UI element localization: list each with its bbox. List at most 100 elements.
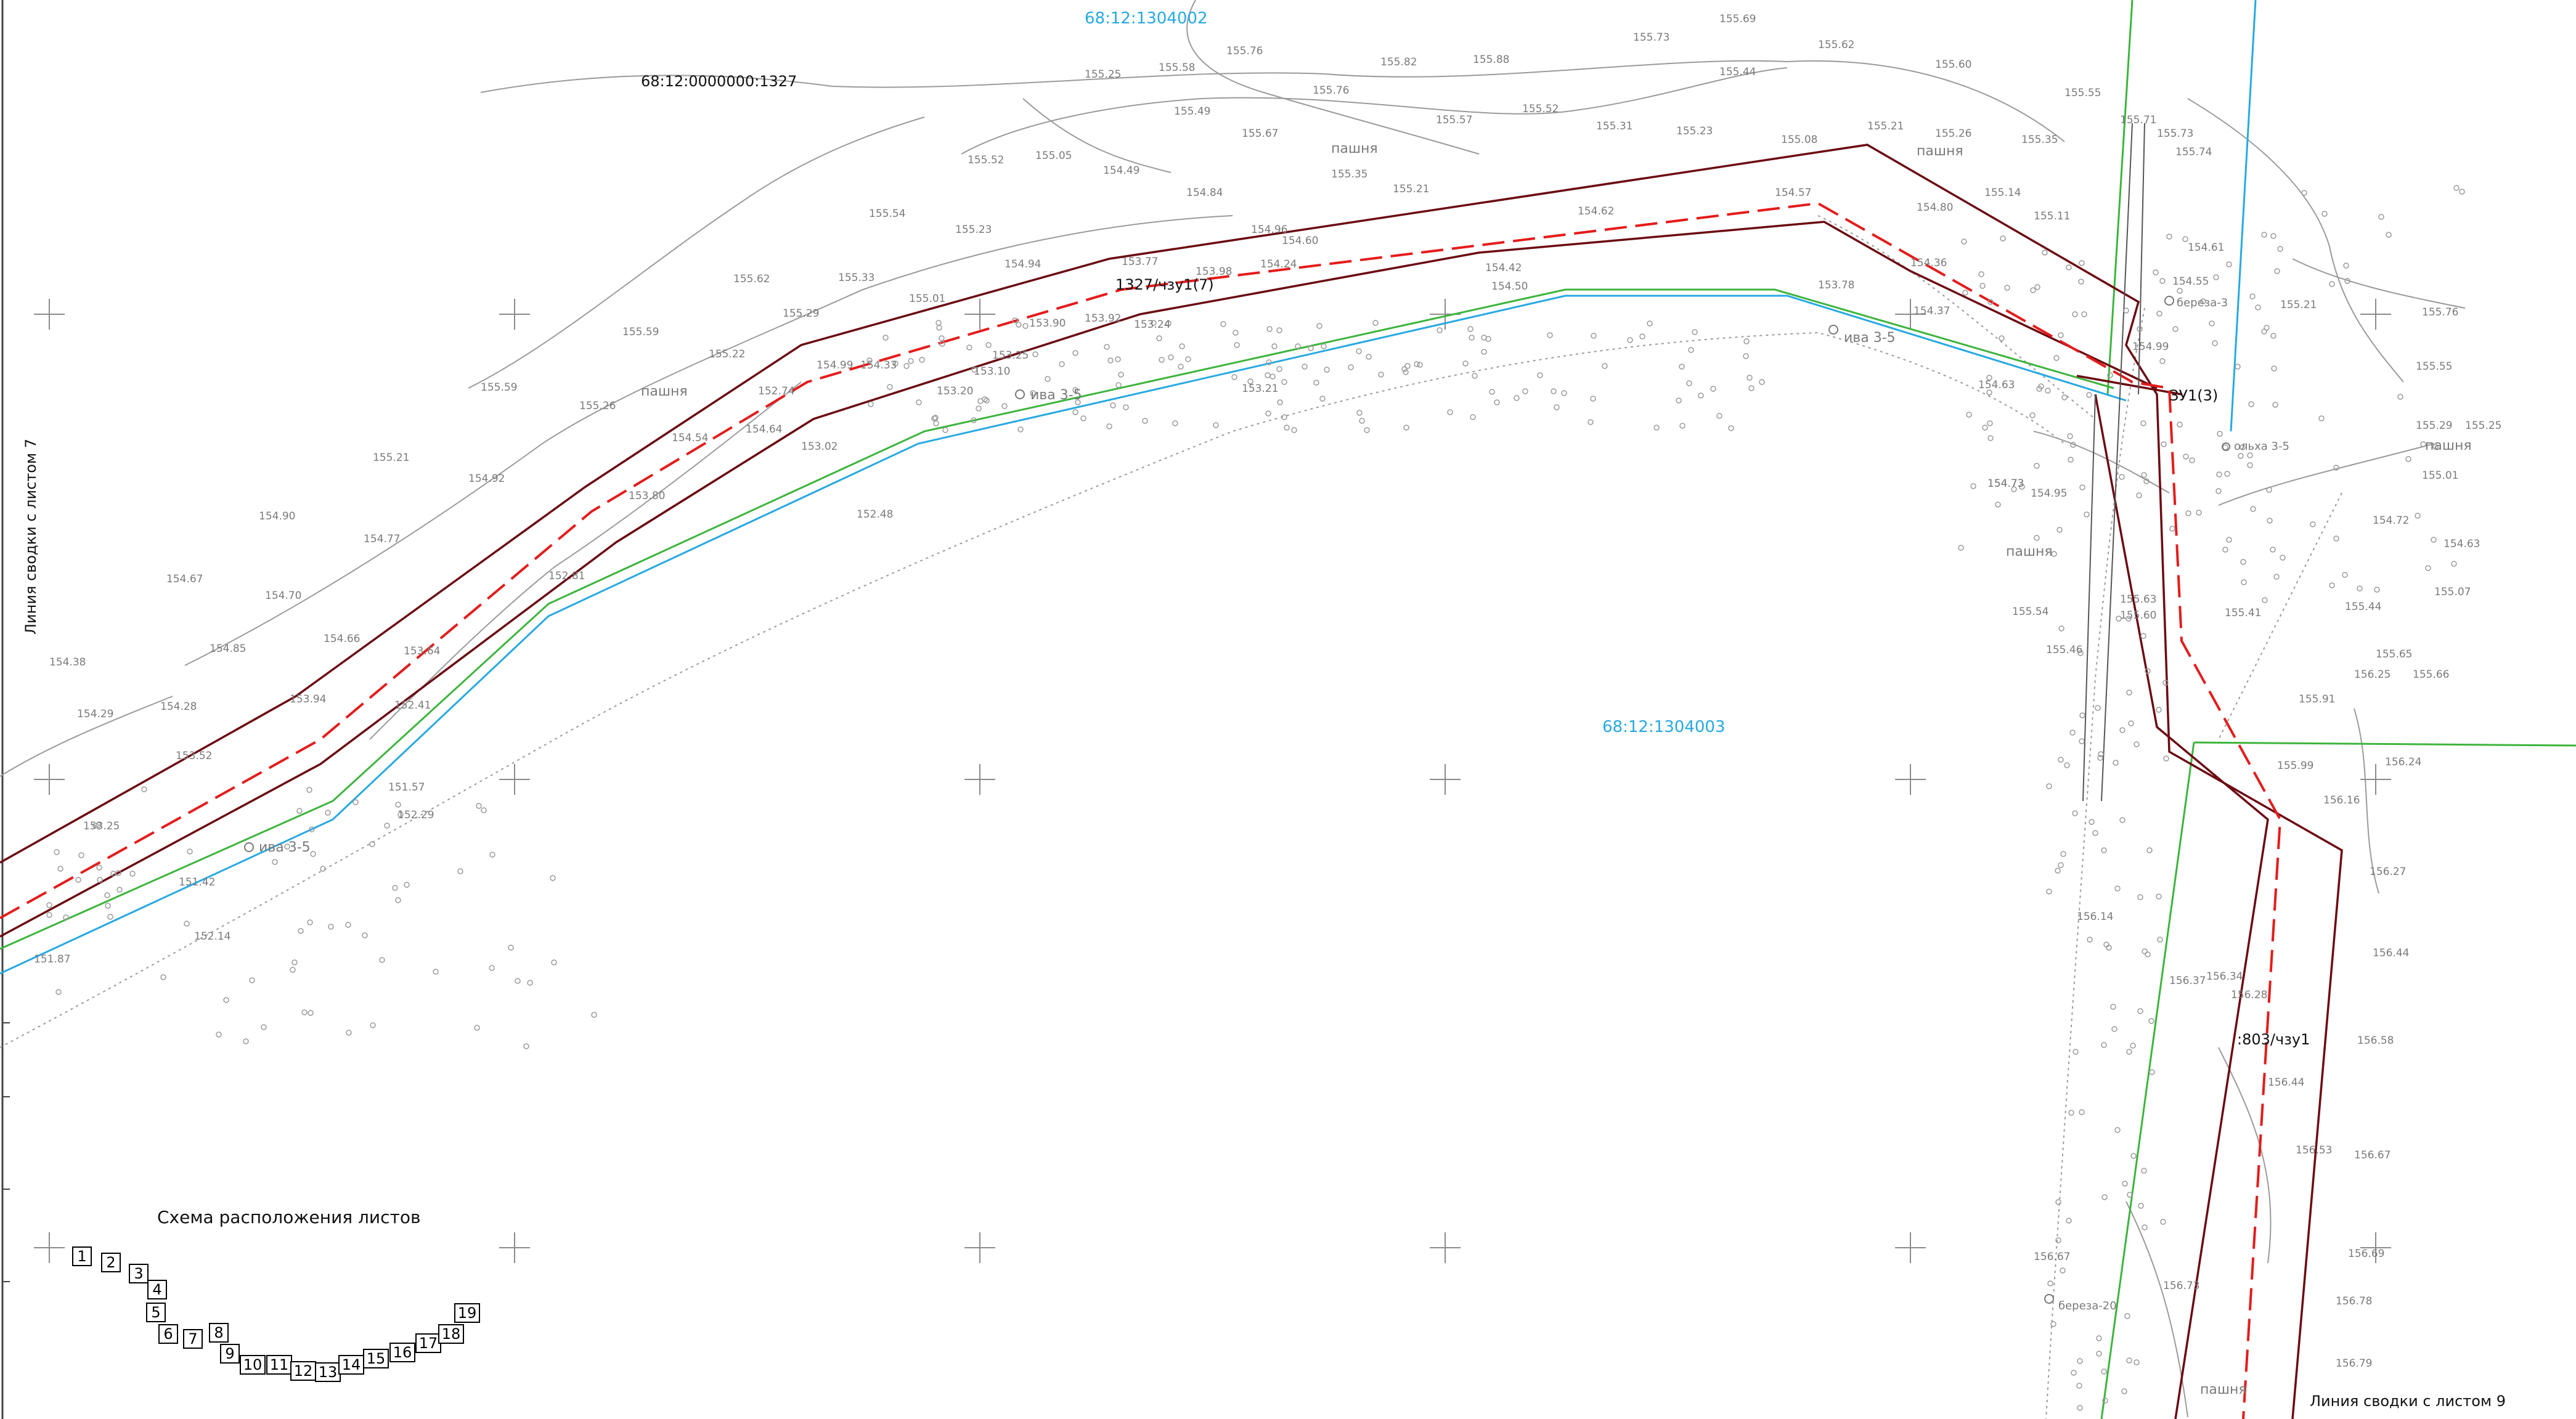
tree-labels: ива 3-5 ива 3-5 ива 3-5 береза-3 ольха 3… [244,296,2289,1312]
elevation-mark: 155.07 [2434,586,2471,598]
survey-point [1403,425,1409,431]
elevation-mark: 156.25 [2354,669,2391,681]
survey-point [2378,214,2384,220]
elevation-mark: 156.28 [2231,989,2267,1001]
elevation-mark: 154.61 [2188,242,2224,254]
scheme-sheet: 5 [146,1303,166,1322]
elevation-mark: 155.35 [1331,168,1367,181]
survey-point [1716,413,1722,419]
sheet-link-left: Линия сводки с листом 7 [22,439,39,635]
survey-point [2126,616,2132,622]
elevation-mark: 154.33 [860,359,897,372]
easement-label-2[interactable]: ЗУ1(3) [2169,387,2218,404]
survey-point [2226,261,2232,267]
survey-point [2113,760,2119,766]
survey-point [2071,1370,2077,1376]
survey-point [2110,1004,2116,1010]
scheme-sheet: 12 [290,1361,316,1381]
survey-point [489,852,495,858]
svg-text:11: 11 [270,1356,289,1373]
elevation-mark: 155.76 [1313,84,1349,97]
survey-point [2072,810,2078,816]
survey-point [96,864,102,871]
parcel-label-nw[interactable]: 68:12:0000000:1327 [641,73,797,90]
svg-text:ива 3-5: ива 3-5 [1844,330,1896,346]
survey-point [481,807,487,813]
elevation-mark: 155.57 [1436,114,1472,126]
elevation-mark: 155.01 [2422,470,2458,482]
survey-point [1978,271,1984,277]
easement-label-1[interactable]: 1327/чзу1(7) [1115,276,1214,293]
elevation-mark: 152.81 [548,570,585,582]
survey-point [291,959,298,966]
elevation-mark: 155.35 [2021,134,2058,146]
survey-point [523,1043,529,1049]
survey-point [2140,420,2146,426]
survey-point [184,921,190,927]
survey-point [2185,510,2191,516]
elevation-mark: 156.44 [2373,947,2409,959]
easement-label-3[interactable]: :803/чзу1 [2237,1031,2310,1048]
scheme-sheet: 18 [438,1324,464,1344]
survey-point [1747,375,1753,381]
survey-point [2061,394,2068,400]
cadastral-label-north[interactable]: 68:12:1304002 [1085,9,1207,28]
elevation-mark: 154.77 [364,533,400,545]
survey-point [46,912,52,918]
survey-point [2432,444,2439,450]
survey-point [2374,587,2380,593]
elevation-mark: 154.29 [77,708,113,720]
elevation-mark: 156.44 [2268,1076,2304,1089]
survey-point [936,325,942,331]
elevation-mark: 154.92 [468,473,505,485]
survey-point [2196,510,2202,516]
survey-point [1627,337,1633,343]
survey-point [1271,343,1278,349]
survey-point [2134,741,2140,747]
elevation-mark: 155.59 [481,381,517,394]
survey-point [2321,211,2328,217]
survey-point [1276,327,1282,333]
cadastral-label-main[interactable]: 68:12:1304003 [1602,718,1725,736]
svg-text:18: 18 [442,1325,461,1343]
survey-point [2079,260,2085,266]
survey-point [1313,380,1319,386]
elevation-mark: 154.96 [1251,224,1287,236]
survey-point [2137,1008,2143,1014]
survey-point [2053,355,2060,361]
survey-point [1012,317,1018,323]
survey-point [369,841,375,847]
elevation-mark: 155.46 [2046,644,2082,656]
survey-point [2274,268,2280,274]
survey-point [78,852,84,858]
survey-point [2138,1203,2144,1209]
elevation-mark: 155.21 [2280,299,2317,311]
survey-point [868,401,874,407]
survey-point [2344,278,2350,284]
survey-point [1537,372,1543,378]
survey-point [2238,453,2244,459]
survey-point [2329,582,2335,588]
elevation-mark: 155.26 [579,400,616,412]
survey-point [96,822,102,828]
survey-point [1437,327,1443,333]
survey-point [2249,293,2256,299]
survey-point [141,786,147,792]
survey-point [931,415,937,421]
survey-point [2267,518,2273,524]
elevation-mark: 154.95 [2031,487,2067,500]
elevation-mark: 154.38 [49,656,86,669]
survey-point [2081,311,2087,317]
survey-point [2270,547,2276,553]
elevation-mark: 154.42 [1485,262,1522,274]
elevation-mark: 154.80 [1917,201,1953,214]
survey-point [2420,441,2426,447]
survey-point [2226,537,2232,543]
survey-point [2068,1110,2074,1116]
elevation-mark: 153.64 [404,645,440,657]
survey-point [2217,431,2223,437]
survey-point [129,871,136,877]
svg-text:12: 12 [294,1362,313,1380]
survey-point [92,823,99,829]
